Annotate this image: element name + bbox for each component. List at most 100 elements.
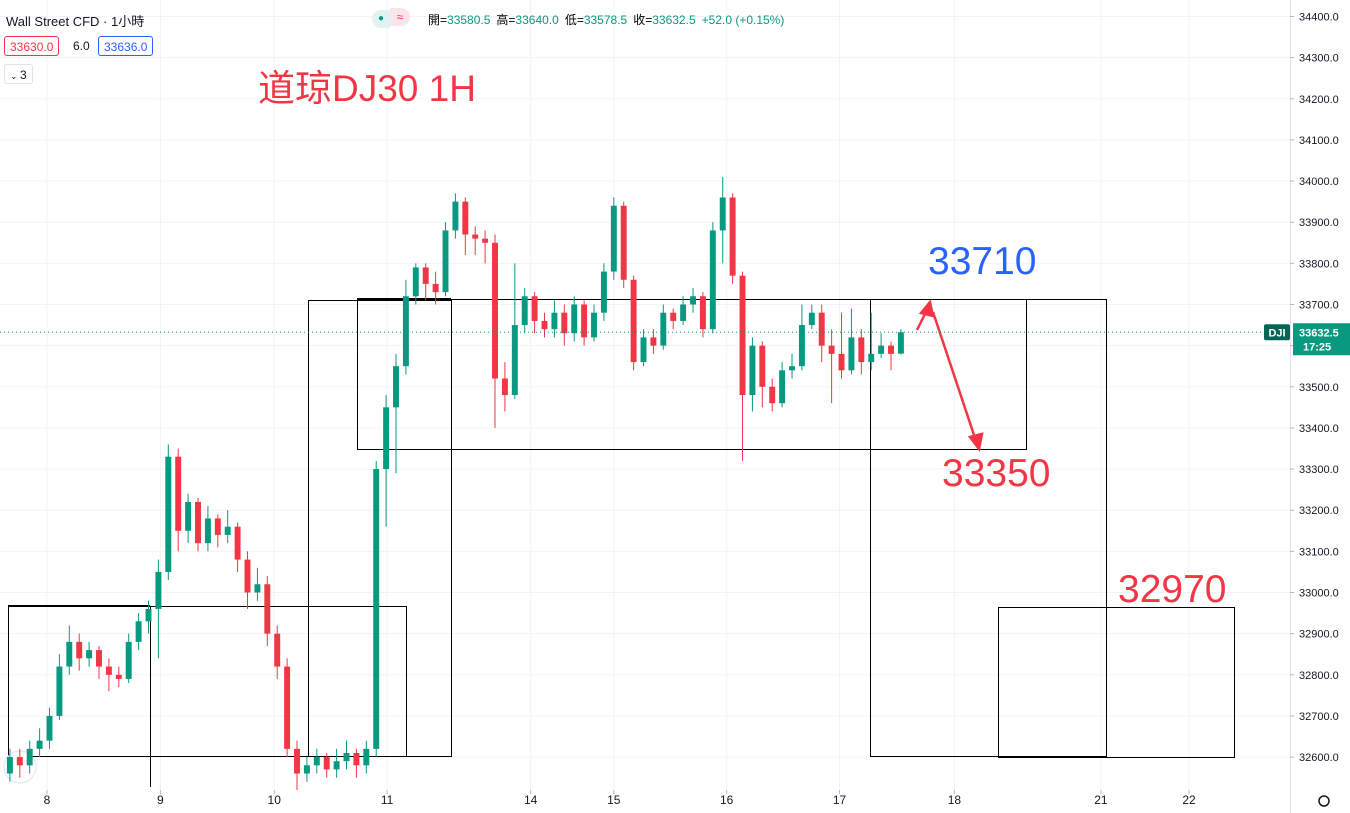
candle-body [125, 641, 132, 679]
bid[interactable]: 33630.0 [4, 36, 60, 56]
candle-body [551, 312, 558, 330]
x-tick-label: 8 [44, 793, 51, 807]
candle-body [749, 345, 756, 395]
candle-body [195, 501, 201, 544]
candle-body [591, 312, 597, 338]
candle-body [789, 366, 795, 371]
y-tick-label: 32600.0 [1299, 752, 1339, 764]
candle-body [541, 320, 548, 330]
candle-body [105, 666, 112, 675]
y-tick-label: 33700.0 [1299, 299, 1339, 311]
candle-body [501, 378, 508, 395]
price-tag [1293, 323, 1350, 356]
ohlc-value: 33632.5 [652, 13, 696, 27]
candle-body [670, 312, 677, 321]
candle-body [175, 456, 182, 531]
candle-body [66, 641, 73, 667]
y-tick-label: 33400.0 [1299, 423, 1339, 435]
x-tick-label: 14 [524, 793, 538, 807]
x-tick-label: 9 [157, 793, 164, 807]
candle-body [452, 201, 459, 231]
y-tick-label: 34200.0 [1299, 94, 1339, 106]
ohlc-legend: 開=33580.5 高=33640.0 低=33578.5 收=33632.5 +52.… [428, 11, 790, 28]
candle-body [729, 197, 736, 276]
status-icons[interactable]: ● ≈ [372, 8, 410, 28]
candle-body [333, 761, 340, 770]
candle-body [511, 325, 518, 395]
candle-body [897, 332, 904, 354]
candle-body [373, 469, 380, 749]
y-tick-label: 33200.0 [1299, 505, 1339, 517]
ohlc-label: 開= [428, 13, 448, 27]
candle-body [76, 641, 83, 659]
candle-body [36, 740, 43, 749]
indicators-toggle[interactable]: ⌄ 3 [4, 64, 33, 84]
candle-body [402, 296, 409, 367]
arrow-head [967, 432, 984, 452]
settings-icon[interactable] [1318, 795, 1330, 807]
candle-body [185, 501, 192, 531]
candle-body [719, 197, 726, 231]
x-tick-label: 10 [268, 793, 282, 807]
candle-body [808, 312, 815, 326]
arrows [915, 299, 984, 452]
spread: 6.0 [73, 39, 90, 53]
candle-body [294, 748, 300, 774]
ohlc-label: 收= [633, 13, 653, 27]
candle-body [699, 296, 706, 330]
arrow [931, 311, 977, 439]
box [998, 607, 1235, 758]
box [8, 606, 407, 757]
candle-body [561, 312, 568, 334]
candle-body [343, 752, 350, 762]
ask[interactable]: 33636.0 [98, 36, 154, 56]
y-tick-label: 33800.0 [1299, 258, 1339, 270]
candles [6, 176, 904, 790]
candle-body [759, 345, 766, 387]
x-tick-label: 18 [948, 793, 962, 807]
candle-body [482, 238, 489, 243]
y-tick-label: 32900.0 [1299, 629, 1339, 641]
candle-body [432, 283, 439, 293]
candle-body [858, 337, 865, 363]
y-tick-label: 32700.0 [1299, 711, 1339, 723]
candle-body [145, 608, 152, 622]
candle-body [284, 666, 291, 749]
candle-body [363, 748, 370, 766]
annotation: 33350 [942, 452, 1050, 495]
candle-body [254, 584, 261, 593]
candle-body [680, 304, 687, 321]
candle-body [650, 337, 657, 346]
candle-body [383, 407, 390, 470]
y-tick-label: 32800.0 [1299, 670, 1339, 682]
drawings [8, 298, 1235, 787]
x-tick-label: 16 [720, 793, 734, 807]
y-tick-label: 33300.0 [1299, 464, 1339, 476]
candle-body [6, 757, 13, 774]
candle-body [353, 752, 360, 766]
grid [0, 0, 1290, 790]
candle-body [274, 633, 281, 667]
candle-body [442, 230, 449, 293]
ohlc-label: 高= [496, 13, 516, 27]
candle-body [581, 304, 588, 338]
candle-body [828, 345, 835, 354]
candle-body [818, 312, 825, 346]
ohlc-value: 33578.5 [583, 13, 628, 27]
candle-body [244, 559, 251, 593]
x-tick-label: 21 [1094, 793, 1108, 807]
candle-body [779, 370, 786, 404]
candle-body [16, 757, 23, 766]
candle-body [838, 353, 845, 371]
candle-body [115, 674, 122, 679]
annotation: 33710 [928, 240, 1036, 283]
indicator-count: 3 [20, 68, 27, 82]
candle-body [303, 765, 310, 774]
candle-body [264, 584, 271, 634]
box [308, 300, 452, 757]
candle-body [155, 571, 162, 609]
candle-body [709, 230, 716, 330]
candle-body [798, 325, 805, 367]
